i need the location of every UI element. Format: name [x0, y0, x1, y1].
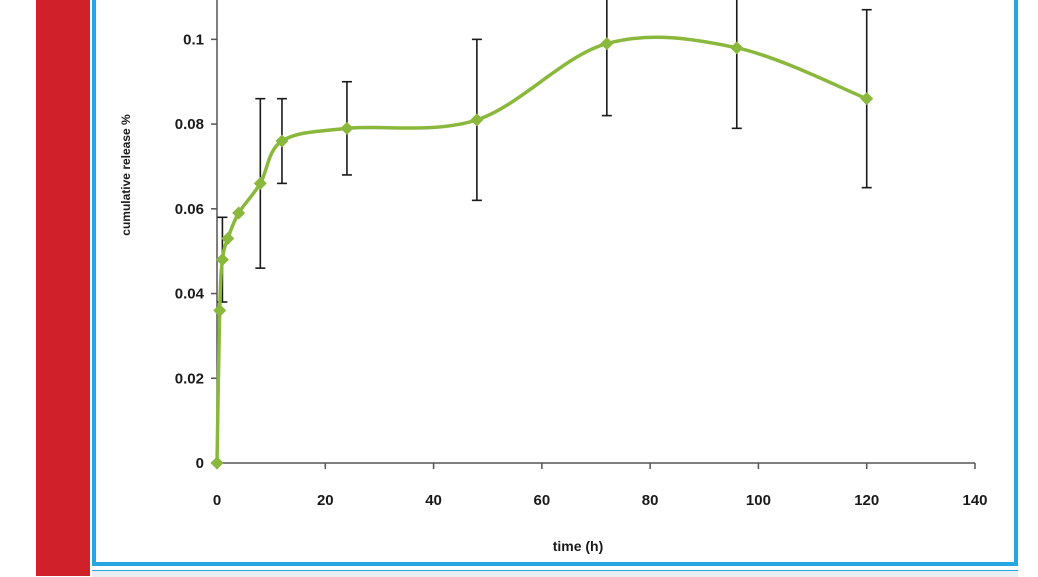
x-tick-label: 20 [317, 492, 334, 509]
y-tick-label: 0.1 [183, 31, 204, 48]
data-points [210, 37, 874, 470]
error-bars [217, 0, 872, 303]
y-axis-title: cumulative release % [119, 114, 133, 236]
data-point [860, 92, 874, 106]
data-point [730, 41, 744, 55]
data-point [210, 456, 224, 470]
figure-frame: 0 0.02 0.04 0.06 0.08 0.1 0 20 40 60 80 100 120 140 … [92, 0, 1018, 566]
x-tick-label: 100 [746, 492, 771, 509]
x-tick-label: 120 [854, 492, 879, 509]
x-tick-label: 80 [642, 492, 659, 509]
data-point [600, 37, 614, 51]
data-point [275, 134, 289, 148]
data-point [221, 231, 235, 245]
y-ticks: 0 0.02 0.04 0.06 0.08 0.1 [175, 31, 217, 472]
left-accent-bar [36, 0, 90, 576]
series-lines [215, 35, 868, 464]
data-point [232, 206, 246, 220]
y-tick-label: 0.04 [175, 286, 205, 303]
x-tick-label: 0 [213, 492, 221, 509]
y-tick-label: 0.02 [175, 370, 204, 387]
data-point [340, 121, 354, 135]
y-tick-label: 0.08 [175, 116, 204, 133]
data-point [470, 113, 484, 127]
axes [216, 0, 975, 464]
x-tick-label: 140 [962, 492, 987, 509]
bottom-strip [92, 570, 1018, 577]
y-tick-label: 0 [196, 455, 204, 472]
x-tick-label: 40 [425, 492, 442, 509]
x-axis-title: time (h) [553, 538, 604, 554]
x-ticks: 0 20 40 60 80 100 120 140 [213, 463, 988, 509]
x-tick-label: 60 [534, 492, 551, 509]
data-point [213, 303, 227, 317]
release-chart: 00.020.040.060.080.1 0 20 40 60 80 100 120 140 … [119, 0, 988, 554]
data-point [215, 253, 229, 267]
y-tick-label: 0.06 [175, 201, 204, 218]
series-line [215, 35, 868, 464]
